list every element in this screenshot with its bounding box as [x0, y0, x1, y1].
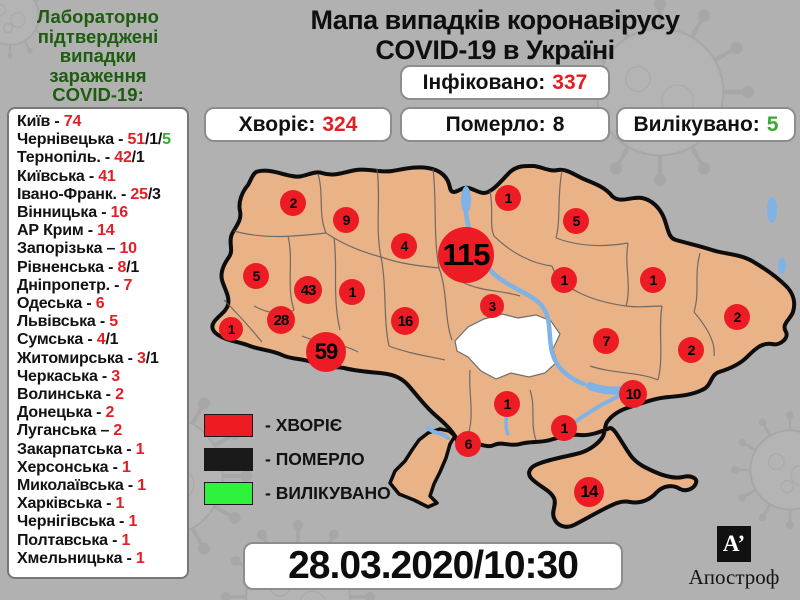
stat-infected: Інфіковано: 337: [400, 65, 610, 100]
case-count-marker: 1: [494, 391, 520, 417]
legend-swatch: [204, 481, 253, 505]
region-list-item: Сумська - 4/1: [17, 331, 119, 349]
page-title: Мапа випадків коронавірусу COVID-19 в Ук…: [200, 5, 790, 65]
legend-row: - ВИЛІКУВАНО: [204, 476, 391, 510]
stat-infected-value: 337: [552, 70, 588, 94]
legend-label: - ХВОРІЄ: [265, 414, 343, 435]
case-count-marker: 43: [294, 276, 322, 304]
stat-dead: Померло: 8: [400, 107, 610, 142]
sidebar-header-line: Лабораторно: [37, 6, 159, 27]
legend-row: - ПОМЕРЛО: [204, 442, 391, 476]
region-list-item: Київська - 41: [17, 167, 116, 185]
region-list-item: Полтавська - 1: [17, 531, 131, 549]
case-count-marker: 115: [438, 227, 494, 283]
virus-decoration: [0, 0, 53, 59]
case-count-marker: 9: [333, 207, 359, 233]
page-title-line2: COVID-19 в Україні: [375, 34, 615, 65]
legend-swatch: [204, 447, 253, 471]
legend-swatch: [204, 413, 253, 437]
case-count-marker: 59: [306, 332, 346, 372]
sidebar-header-line: зараження: [49, 64, 147, 86]
stat-dead-label: Померло:: [445, 112, 546, 136]
region-list-box: [7, 107, 189, 579]
date-text: 28.03.2020/10:30: [288, 544, 579, 587]
stat-sick-value: 324: [322, 112, 358, 136]
apostrof-logo: А’ Апостроф: [668, 526, 800, 590]
legend-row: - ХВОРІЄ: [204, 408, 391, 442]
case-count-marker: 7: [593, 328, 619, 354]
case-count-marker: 1: [219, 317, 243, 341]
case-count-marker: 14: [574, 477, 604, 507]
sidebar-header-line: COVID-19:: [52, 84, 144, 106]
region-list-item: Донецька - 2: [17, 404, 115, 422]
region-list-item: Хмельницька - 1: [17, 549, 145, 567]
case-count-marker: 1: [551, 415, 577, 441]
region-list-item: Черкаська - 3: [17, 367, 120, 385]
region-list-item: Дніпропетр. - 7: [17, 276, 133, 294]
region-list-item: Волинська - 2: [17, 386, 124, 404]
region-list-item: АР Крим - 14: [17, 222, 115, 240]
region-list: Київ - 74 Чернівецька - 51/1/5 Тернопіль. …: [17, 113, 171, 568]
legend: - ХВОРІЄ - ПОМЕРЛО - ВИЛІКУВАНО: [204, 408, 391, 510]
apostrof-logo-glyph: А’: [722, 531, 746, 556]
region-list-item: Тернопіль. - 42/1: [17, 149, 145, 167]
case-count-marker: 10: [619, 380, 647, 408]
case-count-marker: 1: [551, 267, 577, 293]
region-list-item: Миколаївська - 1: [17, 477, 146, 495]
case-count-marker: 1: [495, 185, 521, 211]
region-list-item: Запорізька – 10: [17, 240, 137, 258]
region-list-item: Херсонська - 1: [17, 458, 131, 476]
case-count-marker: 2: [724, 304, 750, 330]
date-box: 28.03.2020/10:30: [243, 542, 623, 590]
case-count-marker: 5: [563, 208, 589, 234]
case-count-marker: 1: [640, 267, 666, 293]
region-list-item: Житомирська - 3/1: [17, 349, 159, 367]
stat-infected-label: Інфіковано:: [422, 70, 546, 94]
sidebar-header-line: підтверджені: [37, 25, 159, 47]
region-list-item: Одеська - 6: [17, 295, 105, 313]
region-list-item: Івано-Франк. - 25/3: [17, 185, 161, 203]
stat-recovered-label: Вилікувано:: [633, 112, 760, 136]
virus-decoration: [731, 411, 800, 529]
case-count-marker: 2: [280, 190, 306, 216]
case-count-marker: 4: [391, 233, 417, 259]
region-list-item: Луганська – 2: [17, 422, 123, 440]
case-count-marker: 28: [267, 306, 295, 334]
budjak-outline: [388, 427, 457, 509]
region-list-item: Харківська - 1: [17, 495, 125, 513]
legend-label: - ПОМЕРЛО: [265, 448, 365, 469]
case-count-marker: 16: [391, 307, 419, 335]
oblast-borders: [223, 168, 715, 441]
sidebar-header: Лабораторно підтверджені випадки заражен…: [0, 7, 196, 105]
legend-label: - ВИЛІКУВАНО: [265, 482, 391, 503]
apostrof-logo-icon: А’: [717, 526, 751, 562]
case-count-marker: 6: [455, 431, 481, 457]
stat-dead-value: 8: [552, 112, 565, 136]
stat-sick: Хворіє: 324: [204, 107, 392, 142]
region-list-item: Львівська - 5: [17, 313, 118, 331]
stat-sick-label: Хворіє:: [238, 112, 316, 136]
region-list-item: Чернівецька - 51/1/5: [17, 131, 171, 149]
stat-recovered-value: 5: [766, 112, 779, 136]
sidebar-header-line: випадки: [59, 45, 137, 67]
region-list-item: Київ - 74: [17, 113, 82, 130]
page-title-line1: Мапа випадків коронавірусу: [310, 5, 680, 35]
apostrof-logo-text: Апостроф: [688, 565, 780, 589]
case-count-marker: 5: [243, 263, 269, 289]
region-list-item: Чернігівська - 1: [17, 513, 138, 531]
region-list-item: Закарпатська - 1: [17, 440, 145, 458]
region-list-item: Рівненська - 8/1: [17, 258, 140, 276]
region-list-item: Вінницька - 16: [17, 204, 128, 222]
case-count-marker: 1: [339, 279, 365, 305]
case-count-marker: 2: [678, 337, 704, 363]
stat-recovered: Вилікувано: 5: [616, 107, 796, 142]
case-count-marker: 3: [480, 294, 504, 318]
